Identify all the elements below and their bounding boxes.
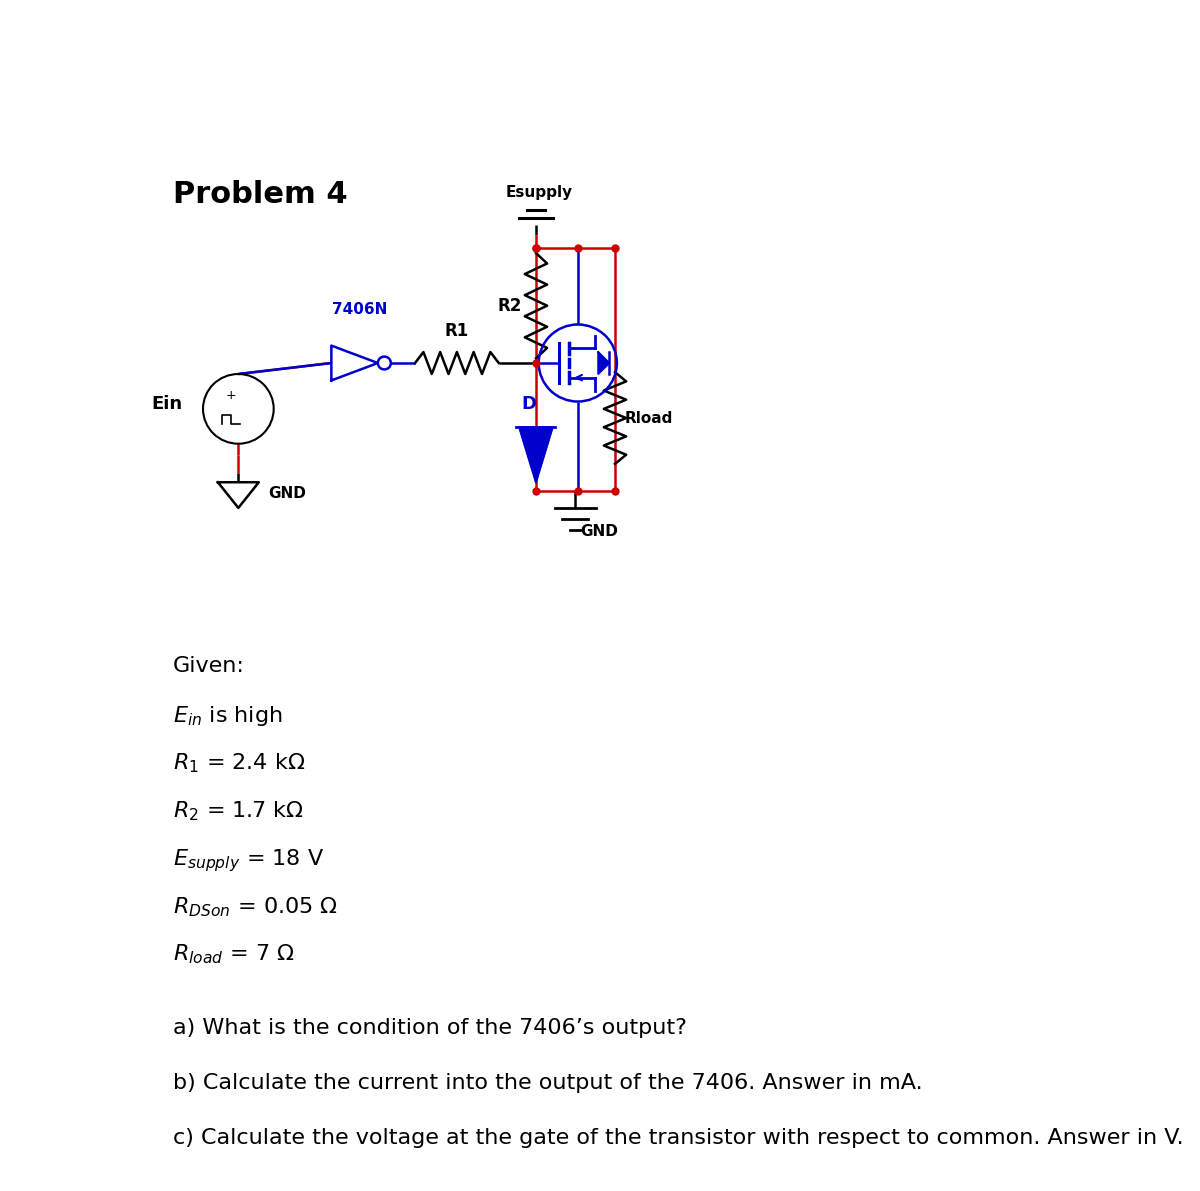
Polygon shape (599, 353, 610, 374)
Text: +: + (226, 388, 236, 401)
Text: $R_1$ = 2.4 k$\Omega$: $R_1$ = 2.4 k$\Omega$ (173, 752, 306, 775)
Text: c) Calculate the voltage at the gate of the transistor with respect to common. A: c) Calculate the voltage at the gate of … (173, 1128, 1184, 1148)
Text: Problem 4: Problem 4 (173, 180, 348, 208)
Text: $R_{load}$ = 7 $\Omega$: $R_{load}$ = 7 $\Omega$ (173, 942, 295, 966)
Text: a) What is the condition of the 7406’s output?: a) What is the condition of the 7406’s o… (173, 1018, 688, 1037)
Text: GND: GND (580, 524, 618, 540)
Text: Given:: Given: (173, 656, 245, 676)
Text: R1: R1 (445, 322, 469, 341)
Text: $E_{supply}$ = 18 V: $E_{supply}$ = 18 V (173, 847, 324, 874)
Text: Rload: Rload (624, 411, 673, 425)
Text: $E_{in}$ is high: $E_{in}$ is high (173, 704, 283, 728)
Polygon shape (520, 428, 553, 482)
Text: Esupply: Esupply (505, 185, 572, 200)
Text: 7406N: 7406N (331, 303, 386, 317)
Text: R2: R2 (498, 297, 522, 314)
Text: $R_{DSon}$ = 0.05 $\Omega$: $R_{DSon}$ = 0.05 $\Omega$ (173, 894, 338, 918)
Text: Ein: Ein (151, 395, 182, 413)
Text: $R_2$ = 1.7 k$\Omega$: $R_2$ = 1.7 k$\Omega$ (173, 799, 304, 823)
Text: GND: GND (268, 486, 306, 500)
Text: D: D (521, 395, 536, 413)
Text: b) Calculate the current into the output of the 7406. Answer in mA.: b) Calculate the current into the output… (173, 1073, 923, 1093)
